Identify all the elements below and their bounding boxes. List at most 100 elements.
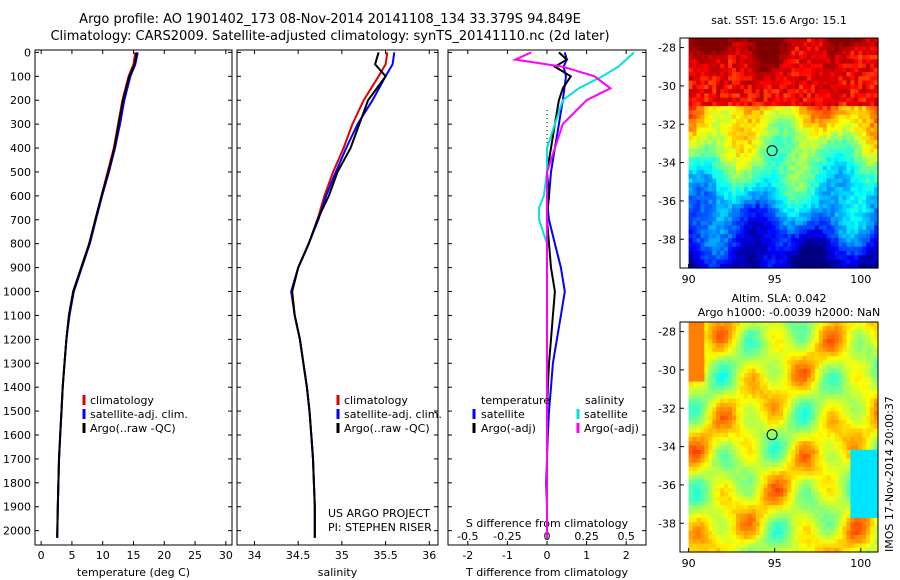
map-cell	[751, 402, 757, 408]
map-cell	[759, 135, 765, 141]
map-cell	[743, 178, 749, 184]
map-cell	[728, 246, 733, 252]
map-cell	[826, 46, 832, 52]
map-cell	[826, 72, 832, 77]
map-cell	[846, 229, 851, 235]
map-cell	[822, 221, 828, 227]
map-cell	[759, 246, 765, 252]
map-cell	[806, 351, 812, 357]
map-cell	[795, 259, 800, 265]
map-cell	[830, 441, 836, 447]
x-tick-label: 10	[96, 549, 110, 562]
map-cell	[846, 157, 851, 163]
map-cell	[858, 339, 863, 344]
map-cell	[822, 437, 828, 442]
map-cell	[712, 326, 717, 332]
map-cell	[775, 343, 780, 349]
map-cell	[751, 475, 757, 481]
map-cell	[795, 221, 800, 227]
map-cell	[854, 187, 859, 192]
map-cell	[720, 204, 725, 209]
map-cell	[771, 131, 777, 137]
map-cell	[732, 97, 737, 103]
map-cell	[803, 441, 808, 447]
map-cell	[814, 347, 820, 353]
map-cell	[747, 135, 753, 141]
map-cell	[862, 368, 867, 374]
map-cell	[870, 356, 875, 361]
map-cell	[866, 402, 871, 408]
map-cell	[842, 479, 848, 485]
map-cell	[724, 93, 729, 99]
map-cell	[779, 326, 784, 332]
map-cell	[700, 428, 705, 434]
map-cell	[818, 466, 824, 472]
y-tick-label: 600	[10, 190, 31, 203]
map-cell	[783, 322, 788, 327]
map-cell	[724, 118, 729, 124]
map-cell	[874, 93, 879, 99]
map-cell	[692, 187, 698, 192]
map-cell	[779, 182, 784, 188]
temperature-profile-frame	[34, 49, 233, 546]
map-cell	[858, 165, 863, 171]
map-cell	[799, 195, 804, 201]
map-cell	[696, 432, 702, 438]
map-cell	[814, 449, 820, 455]
map-cell	[771, 415, 777, 421]
map-cell	[810, 432, 816, 438]
map-cell	[846, 347, 851, 353]
map-cell	[806, 38, 812, 43]
map-cell	[704, 479, 709, 485]
map-cell	[712, 148, 717, 154]
map-cell	[767, 432, 773, 438]
map-cell	[708, 212, 713, 218]
map-cell	[795, 153, 800, 158]
map-cell	[700, 250, 705, 256]
map-cell	[763, 212, 769, 218]
map-cell	[862, 415, 867, 421]
map-cell	[858, 415, 863, 421]
map-cell	[874, 80, 879, 86]
map-cell	[826, 411, 832, 417]
map-cell	[830, 458, 836, 464]
map-cell	[767, 373, 773, 378]
map-cell	[822, 322, 828, 327]
map-cell	[735, 84, 741, 90]
map-cell	[708, 424, 713, 430]
map-cell	[862, 76, 867, 82]
map-cell	[803, 373, 808, 378]
map-cell	[720, 428, 725, 434]
map-cell	[716, 407, 721, 413]
map-cell	[862, 454, 867, 459]
map-cell	[787, 118, 792, 124]
map-cell	[712, 38, 717, 43]
map-cell	[692, 415, 698, 421]
x-axis-label: temperature (deg C)	[77, 566, 190, 579]
map-cell	[787, 373, 792, 378]
map-cell	[747, 157, 753, 163]
map-cell	[822, 161, 828, 167]
map-cell	[751, 351, 757, 357]
map-cell	[822, 170, 828, 175]
map-cell	[700, 500, 705, 506]
map-cell	[728, 242, 733, 248]
map-cell	[724, 246, 729, 252]
map-cell	[724, 492, 729, 498]
map-cell	[751, 72, 757, 77]
map-cell	[759, 411, 765, 417]
map-cell	[704, 466, 709, 472]
map-cell	[755, 80, 761, 86]
map-cell	[803, 449, 808, 455]
map-cell	[874, 157, 879, 163]
map-cell	[834, 84, 840, 90]
map-cell	[700, 322, 705, 327]
map-cell	[704, 148, 709, 154]
project-annotation: US ARGO PROJECT	[328, 507, 430, 520]
map-cell	[806, 110, 812, 116]
map-cell	[767, 97, 773, 103]
map-cell	[834, 385, 840, 391]
map-cell	[767, 488, 773, 493]
map-cell	[743, 351, 749, 357]
map-cell	[787, 38, 792, 43]
